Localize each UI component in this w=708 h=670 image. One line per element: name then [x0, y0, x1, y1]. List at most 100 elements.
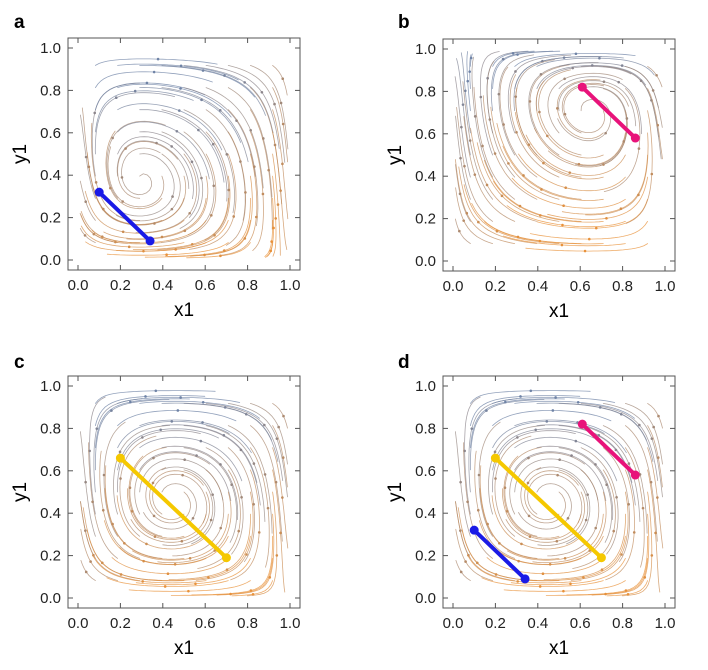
stream-arrow: [470, 427, 474, 430]
streamline: [470, 395, 581, 426]
streamline: [514, 53, 636, 67]
stream-arrow: [505, 509, 509, 513]
stream-arrow: [627, 462, 631, 465]
streamline: [103, 421, 126, 537]
stream-arrow: [555, 539, 559, 543]
x-tick-label: 0.8: [612, 615, 633, 632]
stream-arrow: [145, 542, 148, 546]
stream-arrow: [497, 92, 501, 96]
stream-arrow: [582, 576, 585, 579]
streamline: [479, 465, 538, 559]
y-tick-label: 0.6: [415, 126, 436, 143]
streamline: [529, 64, 570, 156]
stream-arrow: [261, 192, 265, 196]
stream-arrow: [528, 100, 532, 103]
streamline: [561, 154, 648, 215]
trajectory-point: [577, 419, 587, 429]
streamline: [536, 57, 655, 76]
stream-arrow: [254, 215, 258, 219]
stream-arrow: [571, 66, 575, 70]
stream-arrow: [200, 176, 203, 180]
stream-arrow: [519, 395, 522, 398]
streamline: [470, 390, 591, 404]
streamline: [197, 469, 241, 569]
trajectory-point: [596, 553, 606, 563]
streamline: [79, 228, 96, 243]
streamline: [161, 87, 249, 163]
stream-arrow: [656, 123, 660, 127]
y-tick-label: 1.0: [415, 378, 436, 395]
streamline: [537, 198, 648, 229]
streamline: [570, 491, 629, 581]
stream-arrow: [129, 400, 132, 404]
y-tick-label: 0.0: [40, 252, 61, 269]
stream-arrow: [181, 473, 184, 477]
streamline: [580, 403, 659, 481]
streamline: [492, 50, 561, 89]
streamline: [484, 159, 582, 222]
streamline: [537, 469, 589, 546]
streamline: [106, 242, 229, 256]
stream-arrow: [516, 580, 519, 583]
streamline: [514, 400, 635, 419]
streamline: [250, 447, 270, 568]
stream-arrow: [252, 503, 256, 506]
stream-arrow: [657, 414, 660, 418]
stream-arrow: [620, 553, 623, 556]
stream-arrow: [249, 128, 252, 132]
x-tick-label: 0.4: [527, 278, 548, 295]
stream-arrow: [468, 70, 471, 73]
streamline: [536, 445, 614, 520]
stream-arrow: [252, 462, 256, 465]
x-axis-label: x1: [549, 638, 569, 659]
streamline: [602, 425, 648, 534]
stream-arrow: [180, 539, 184, 543]
streamline: [463, 442, 493, 559]
streamline: [128, 455, 185, 539]
x-tick-label: 0.2: [110, 615, 131, 632]
streamline: [603, 88, 641, 192]
trajectory-point: [490, 453, 500, 463]
trajectory-line: [580, 85, 638, 141]
streamline: [492, 421, 605, 449]
streamline: [494, 435, 532, 537]
stream-arrow: [546, 134, 549, 138]
streamline: [470, 399, 545, 471]
x-tick-label: 1.0: [655, 615, 676, 632]
x-tick-label: 0.4: [152, 615, 173, 632]
stream-arrow: [159, 428, 162, 432]
stream-arrow: [534, 428, 537, 432]
stream-arrow: [541, 572, 545, 576]
stream-arrow: [153, 222, 156, 225]
streamline: [149, 470, 204, 521]
streamline: [580, 447, 619, 555]
streamline: [183, 87, 256, 177]
stream-arrow: [615, 495, 618, 499]
streamline: [455, 159, 516, 244]
trajectory-point: [630, 133, 640, 143]
stream-arrow: [463, 164, 466, 168]
stream-arrow: [101, 508, 105, 512]
streamline: [561, 82, 629, 134]
stream-arrow: [515, 131, 518, 134]
streamline: [95, 90, 194, 133]
stream-arrow: [641, 506, 645, 510]
stream-arrow: [650, 172, 654, 176]
stream-arrow: [243, 81, 246, 84]
stream-arrow: [279, 531, 282, 535]
streamline: [518, 153, 626, 192]
streamline: [272, 175, 277, 257]
stream-arrow: [637, 193, 640, 197]
streamline: [117, 428, 219, 471]
stream-arrow: [211, 493, 214, 496]
streamline: [117, 430, 201, 493]
stream-arrow: [477, 473, 481, 477]
streamline: [227, 447, 255, 563]
stream-arrow: [516, 436, 519, 439]
stream-arrow: [494, 477, 497, 480]
y-tick-label: 0.6: [40, 463, 61, 480]
stream-arrow: [500, 194, 504, 198]
y-tick-label: 0.2: [40, 210, 61, 227]
trajectory-point: [469, 525, 479, 535]
streamline: [455, 218, 471, 244]
